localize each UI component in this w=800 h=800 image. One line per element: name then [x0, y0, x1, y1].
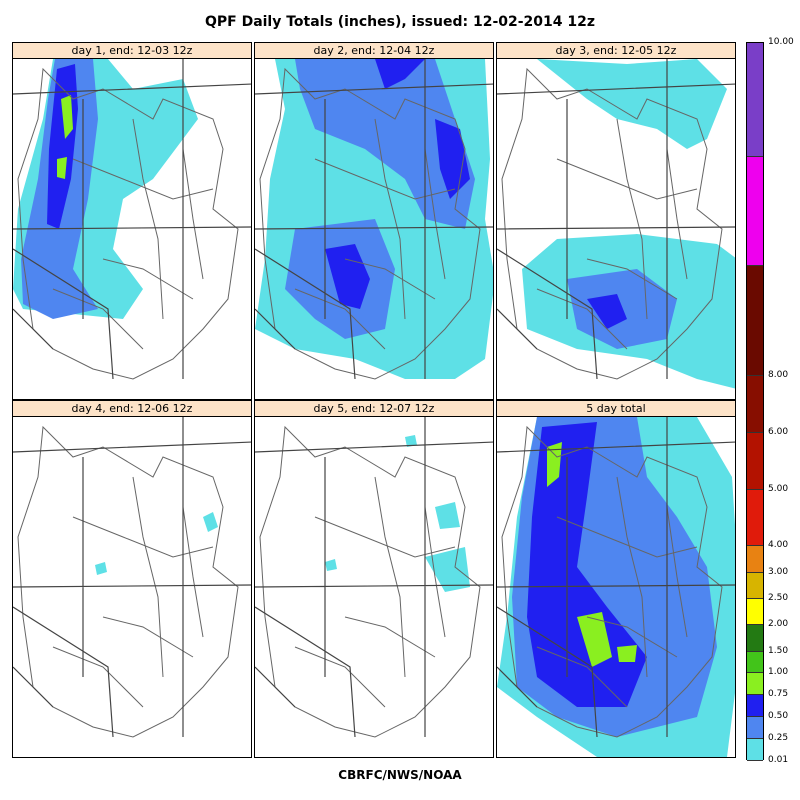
legend-tick-label: 2.00 — [768, 619, 789, 630]
legend-tick-label: 8.00 — [768, 369, 789, 380]
map-day-1 — [13, 59, 251, 380]
legend-tick-label: 2.50 — [768, 593, 789, 603]
panel-label: day 2, end: 12-04 12z — [255, 43, 493, 59]
precip-layer — [255, 59, 493, 379]
legend-tick-label: 1.00 — [768, 667, 789, 678]
map-5-day-total — [497, 417, 735, 757]
legend-tick-label: 1.50 — [768, 645, 789, 656]
precip-layer — [325, 435, 470, 592]
legend-tick-label: 3.00 — [768, 566, 789, 577]
state-boundaries — [497, 59, 735, 380]
precip-layer — [95, 512, 218, 575]
panel-label: 5 day total — [497, 401, 735, 417]
legend-swatch — [747, 695, 763, 718]
basin-outlines — [17, 425, 239, 738]
legend-swatch — [747, 739, 763, 761]
legend-tick-label: 10.00 — [768, 37, 794, 47]
legend-swatch — [747, 432, 763, 490]
legend-tick-label: 0.01 — [768, 755, 789, 765]
legend-tick-label: 5.00 — [768, 483, 789, 494]
legend-swatch — [747, 651, 763, 674]
state-boundaries — [13, 59, 251, 380]
legend-tick-label: 0.50 — [768, 711, 789, 722]
map-day-3 — [497, 59, 735, 389]
legend-swatch — [747, 375, 763, 433]
map-day-4 — [13, 417, 251, 738]
legend-swatch — [747, 625, 763, 652]
legend-swatch — [747, 717, 763, 740]
color-legend — [746, 42, 764, 761]
footer-credit: CBRFC/NWS/NOAA — [338, 768, 462, 782]
legend-swatch — [747, 546, 763, 573]
legend-swatch — [747, 489, 763, 547]
state-boundaries — [255, 59, 493, 380]
legend-tick-label: 0.25 — [768, 733, 789, 744]
legend-swatch — [747, 673, 763, 696]
panel-5-day-total: 5 day total — [496, 400, 736, 758]
basin-outlines — [501, 425, 723, 738]
legend-tick-label: 0.75 — [768, 689, 789, 700]
map-day-5 — [255, 417, 493, 738]
panel-day-4: day 4, end: 12-06 12z — [12, 400, 252, 758]
state-boundaries — [13, 417, 251, 738]
panel-day-1: day 1, end: 12-03 12z — [12, 42, 252, 400]
legend-swatch — [747, 572, 763, 599]
state-boundaries — [255, 417, 493, 738]
precip-layer — [522, 59, 735, 389]
basin-outlines — [259, 67, 481, 380]
map-title: QPF Daily Totals (inches), issued: 12-02… — [204, 14, 596, 30]
legend-swatch — [747, 266, 763, 376]
legend-swatch — [747, 43, 763, 157]
panel-day-5: day 5, end: 12-07 12z — [254, 400, 494, 758]
panel-label: day 1, end: 12-03 12z — [13, 43, 251, 59]
state-boundaries — [497, 417, 735, 738]
panel-day-2: day 2, end: 12-04 12z — [254, 42, 494, 400]
precip-layer — [497, 417, 735, 757]
basin-outlines — [17, 67, 239, 380]
legend-swatch — [747, 156, 763, 267]
precip-layer — [13, 59, 198, 319]
basin-outlines — [259, 425, 481, 738]
panel-label: day 4, end: 12-06 12z — [13, 401, 251, 417]
legend-swatch — [747, 599, 763, 626]
map-day-2 — [255, 59, 493, 380]
panel-day-3: day 3, end: 12-05 12z — [496, 42, 736, 400]
legend-tick-label: 6.00 — [768, 426, 789, 437]
panel-label: day 5, end: 12-07 12z — [255, 401, 493, 417]
basin-outlines — [501, 67, 723, 380]
panel-label: day 3, end: 12-05 12z — [497, 43, 735, 59]
legend-tick-label: 4.00 — [768, 540, 789, 551]
